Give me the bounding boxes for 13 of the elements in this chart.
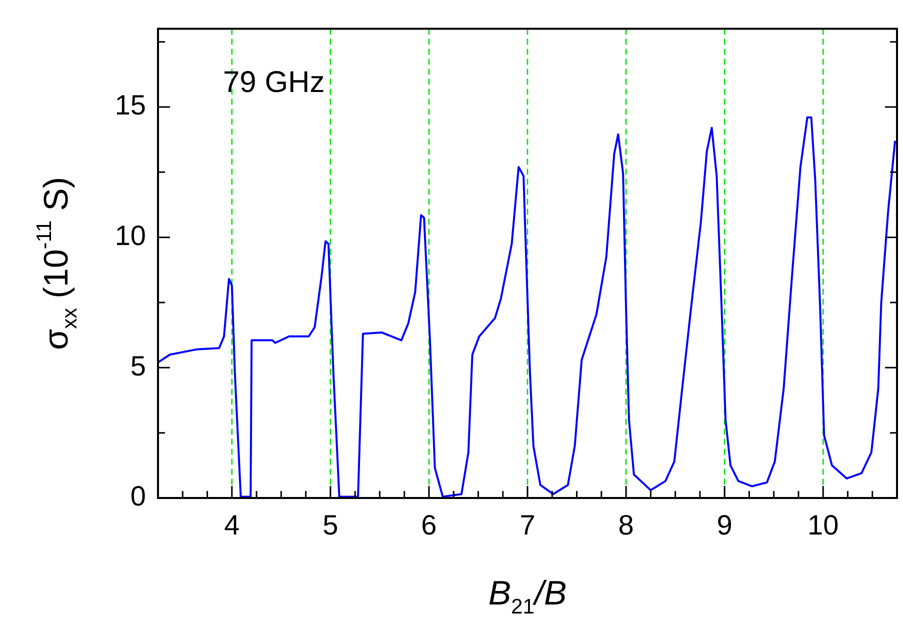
x-tick-label: 9 [716, 510, 732, 541]
x-tick-label: 5 [322, 510, 338, 541]
y-axis-title: σxx (10-11 S) [32, 176, 82, 350]
x-tick-label: 8 [618, 510, 634, 541]
y-tick-label: 10 [114, 220, 146, 252]
y-tick-label: 0 [130, 480, 146, 512]
x-tick-label: 7 [520, 510, 536, 541]
x-tick-label: 10 [808, 510, 839, 541]
y-tick-label: 5 [130, 350, 146, 382]
x-tick-label: 6 [421, 510, 437, 541]
y-tick-label: 15 [114, 90, 146, 121]
x-tick-label: 4 [224, 510, 240, 541]
annotation: 79 GHz [223, 66, 325, 100]
